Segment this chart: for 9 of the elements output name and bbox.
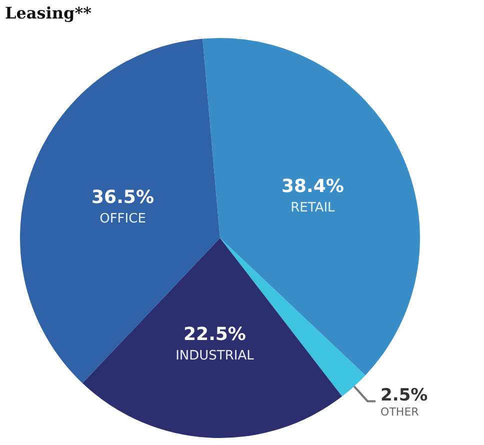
data-label: 22.5% — [184, 324, 246, 345]
data-label: 36.5% — [92, 187, 154, 208]
slice-label: INDUSTRIAL — [176, 348, 255, 364]
data-label: 2.5% — [380, 386, 428, 406]
slice-label: OTHER — [380, 406, 420, 419]
slice-label: RETAIL — [290, 200, 336, 216]
chart-title: Leasing** — [5, 4, 92, 22]
data-label: 38.4% — [282, 176, 344, 198]
slice-label: OFFICE — [100, 212, 146, 227]
